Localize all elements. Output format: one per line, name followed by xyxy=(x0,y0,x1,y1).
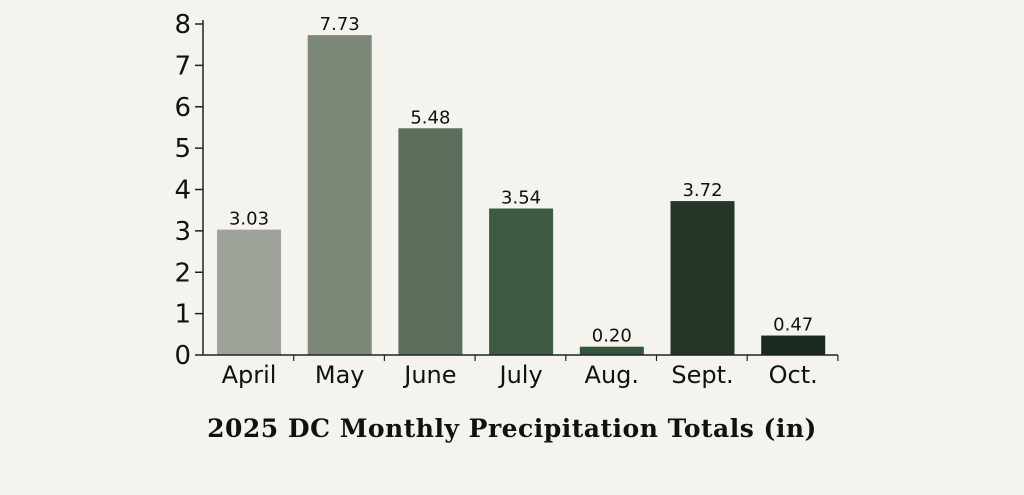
data-label: 7.73 xyxy=(320,14,360,35)
data-label: 0.47 xyxy=(773,315,813,336)
x-category-label: June xyxy=(402,361,456,389)
bar-july xyxy=(489,208,554,355)
y-tick-label: 6 xyxy=(174,93,191,123)
labels-group: 0 1 2 3 4 5 6 7 8 3.03 April 7.73 May 5.48 June 3.54 Jul… xyxy=(174,10,817,389)
x-category-label: May xyxy=(315,361,365,389)
bar-oct xyxy=(761,335,826,355)
y-tick-label: 2 xyxy=(174,258,191,288)
axes-group xyxy=(195,20,839,361)
data-label: 0.20 xyxy=(592,326,632,347)
chart-title: 2025 DC Monthly Precipitation Totals (in… xyxy=(207,414,817,443)
x-category-label: July xyxy=(498,361,543,389)
y-tick-label: 0 xyxy=(174,341,191,371)
x-category-label: Aug. xyxy=(585,361,640,389)
bars-group xyxy=(217,35,826,355)
bar-may xyxy=(307,35,372,355)
bar-chart: 0 1 2 3 4 5 6 7 8 3.03 April 7.73 May 5.48 June 3.54 Jul… xyxy=(174,10,839,389)
x-category-label: Oct. xyxy=(769,361,818,389)
y-tick-label: 3 xyxy=(174,217,191,247)
data-label: 5.48 xyxy=(410,107,450,128)
bar-june xyxy=(398,128,463,355)
data-label: 3.72 xyxy=(682,180,722,201)
y-tick-label: 5 xyxy=(174,134,191,164)
data-label: 3.54 xyxy=(501,188,541,209)
bar-sept xyxy=(670,201,735,355)
bar-aug xyxy=(579,346,644,355)
y-tick-label: 7 xyxy=(174,51,191,81)
data-label: 3.03 xyxy=(229,209,269,230)
bar-april xyxy=(217,229,281,355)
x-category-label: Sept. xyxy=(671,361,733,389)
y-tick-label: 8 xyxy=(174,10,191,40)
y-tick-label: 1 xyxy=(174,300,191,330)
y-tick-label: 4 xyxy=(174,176,191,206)
x-category-label: April xyxy=(222,361,277,389)
